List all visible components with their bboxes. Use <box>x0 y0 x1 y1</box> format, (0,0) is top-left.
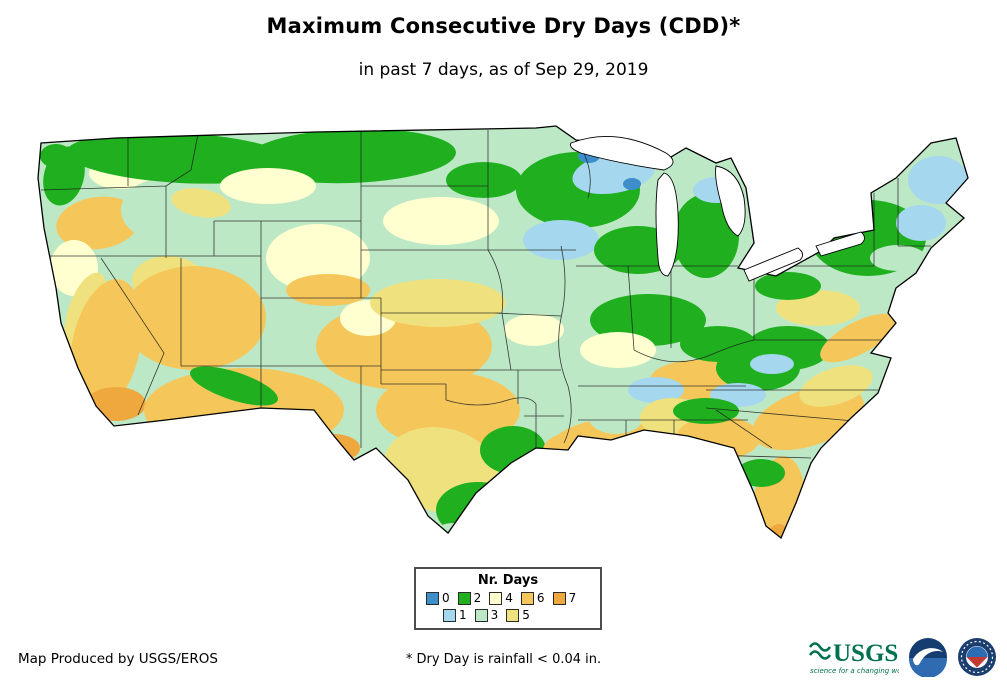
legend-box: Nr. Days 0 2 4 6 7 1 3 5 <box>414 567 602 630</box>
logo-strip: USGS science for a changing world <box>807 637 997 677</box>
legend-swatch-2 <box>457 591 471 605</box>
usgs-logo: USGS science for a changing world <box>808 640 899 675</box>
nws-logo-icon <box>958 638 996 676</box>
usgs-tagline: science for a changing world <box>810 667 899 675</box>
legend-label-1: 1 <box>459 608 467 622</box>
map-color-patches <box>38 126 968 538</box>
legend-entry-5: 5 <box>506 608 530 622</box>
produced-by-text: Map Produced by USGS/EROS <box>18 651 218 667</box>
usgs-wave-icon <box>808 650 832 660</box>
legend-swatch-1 <box>443 608 456 622</box>
us-map <box>16 118 991 565</box>
legend-title: Nr. Days <box>477 573 539 588</box>
legend-label-5: 5 <box>522 608 530 622</box>
lake-erie <box>743 247 803 282</box>
legend-label-2: 2 <box>473 591 482 605</box>
legend-swatch-6 <box>520 591 534 605</box>
legend-swatch-7 <box>552 591 566 605</box>
lake-michigan <box>655 172 679 277</box>
legend-entry-6: 6 <box>520 591 545 605</box>
legend-swatch-4 <box>489 591 503 605</box>
legend-entry-2: 2 <box>457 591 482 605</box>
state-borders <box>40 130 931 459</box>
page-subtitle: in past 7 days, as of Sep 29, 2019 <box>358 60 649 80</box>
legend-entry-4: 4 <box>489 591 513 605</box>
legend-entry-3: 3 <box>474 608 499 622</box>
legend-swatch-0 <box>426 591 439 605</box>
legend-row-2: 1 3 5 <box>416 608 600 622</box>
usgs-wave-icon <box>808 642 832 652</box>
us-outline <box>37 125 969 540</box>
lake-ontario <box>815 231 865 257</box>
noaa-logo-icon <box>909 638 947 677</box>
usgs-text: USGS <box>833 640 898 667</box>
legend-entry-1: 1 <box>443 608 467 622</box>
page-title: Maximum Consecutive Dry Days (CDD)* <box>266 14 741 38</box>
legend-label-6: 6 <box>536 591 545 605</box>
dry-day-footnote: * Dry Day is rainfall < 0.04 in. <box>405 652 602 667</box>
legend-label-0: 0 <box>442 591 450 605</box>
legend-row-1: 0 2 4 6 7 <box>416 591 600 605</box>
legend-entry-0: 0 <box>426 591 450 605</box>
legend-label-4: 4 <box>505 591 513 605</box>
legend-entry-7: 7 <box>552 591 577 605</box>
us-map-svg <box>37 125 969 540</box>
legend-swatch-3 <box>474 608 488 622</box>
legend-label-3: 3 <box>490 608 499 622</box>
legend-swatch-5 <box>506 608 520 622</box>
lake-superior <box>570 136 674 171</box>
lake-huron <box>715 165 746 237</box>
legend-label-7: 7 <box>568 591 577 605</box>
